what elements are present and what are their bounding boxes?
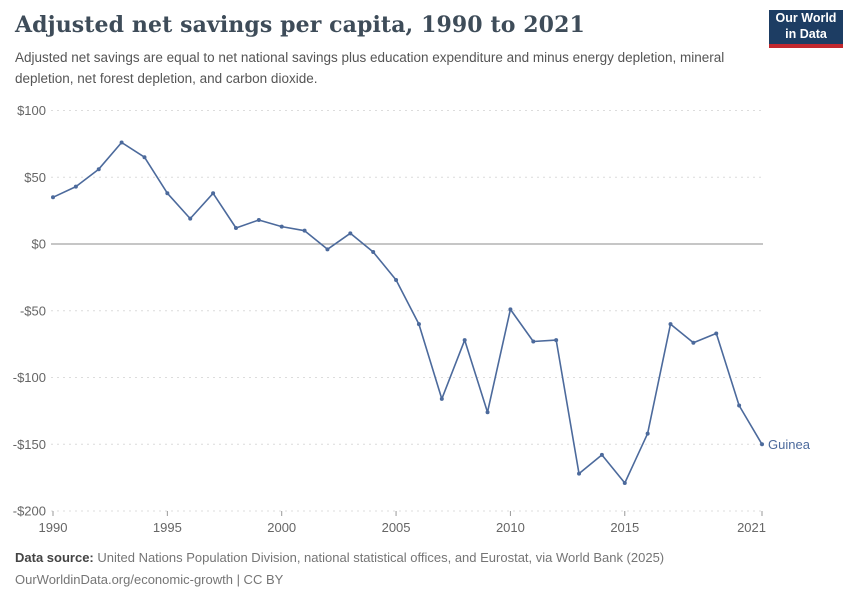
data-point[interactable]: [233, 225, 238, 230]
data-line[interactable]: [52, 141, 763, 484]
data-point[interactable]: [531, 339, 536, 344]
data-point[interactable]: [279, 224, 284, 229]
x-tick-label: 2021: [737, 520, 766, 535]
data-point[interactable]: [737, 403, 742, 408]
line-chart-area[interactable]: $100 $50 $0 -$50 -$100 -$150 -$200 1990 1995 2000…: [0, 95, 850, 545]
data-point[interactable]: [325, 247, 330, 252]
data-point[interactable]: [142, 155, 147, 160]
data-point[interactable]: [508, 307, 513, 312]
entity-label[interactable]: Guinea: [768, 437, 811, 452]
data-point[interactable]: [645, 431, 650, 436]
data-point[interactable]: [51, 195, 55, 200]
x-tick-label: 1995: [153, 520, 182, 535]
y-tick-label: $50: [24, 170, 46, 185]
data-source-label: Data source:: [15, 550, 94, 566]
x-tick-label: 2010: [496, 520, 525, 535]
y-tick-label: -$200: [13, 504, 46, 519]
data-point[interactable]: [371, 250, 376, 255]
y-tick-label: $0: [32, 237, 46, 252]
data-point[interactable]: [394, 278, 399, 283]
data-point[interactable]: [554, 338, 559, 343]
data-point[interactable]: [622, 480, 627, 485]
owid-logo-line2: in Data: [785, 27, 827, 41]
data-point[interactable]: [96, 167, 101, 172]
data-point[interactable]: [302, 228, 307, 233]
data-point[interactable]: [165, 191, 170, 196]
chart-header: Adjusted net savings per capita, 1990 to…: [15, 10, 843, 90]
owid-logo-line1: Our World: [775, 11, 837, 26]
x-tick-label: 2005: [382, 520, 411, 535]
data-point[interactable]: [73, 184, 78, 189]
x-tick-label: 2015: [610, 520, 639, 535]
data-point[interactable]: [599, 452, 604, 457]
data-point[interactable]: [668, 322, 673, 327]
chart-footer: Data source: United Nations Population D…: [15, 547, 835, 590]
data-point[interactable]: [691, 340, 696, 345]
data-point[interactable]: [485, 410, 490, 415]
data-point[interactable]: [119, 140, 124, 145]
y-tick-label: $100: [17, 103, 46, 118]
y-tick-label: -$150: [13, 437, 46, 452]
data-point[interactable]: [760, 442, 765, 447]
data-point[interactable]: [439, 396, 444, 401]
data-point[interactable]: [188, 216, 193, 221]
data-point[interactable]: [211, 191, 216, 196]
data-source-text: United Nations Population Division, nati…: [97, 550, 665, 566]
data-source-line: Data source: United Nations Population D…: [15, 547, 835, 568]
x-tick-label: 1990: [39, 520, 68, 535]
data-point[interactable]: [416, 322, 421, 327]
data-point[interactable]: [348, 231, 353, 236]
x-tick-label: 2000: [267, 520, 296, 535]
y-tick-label: -$50: [20, 303, 46, 318]
page-title: Adjusted net savings per capita, 1990 to…: [15, 12, 585, 38]
data-point[interactable]: [256, 217, 261, 222]
y-tick-label: -$100: [13, 370, 46, 385]
chart-subtitle: Adjusted net savings are equal to net na…: [15, 50, 725, 86]
data-point[interactable]: [714, 331, 719, 336]
data-point[interactable]: [462, 338, 467, 343]
citation-line[interactable]: OurWorldinData.org/economic-growth | CC …: [15, 569, 835, 590]
data-point[interactable]: [577, 471, 582, 476]
owid-logo[interactable]: Our World in Data: [769, 10, 843, 48]
citation-text: OurWorldinData.org/economic-growth | CC …: [15, 571, 284, 587]
